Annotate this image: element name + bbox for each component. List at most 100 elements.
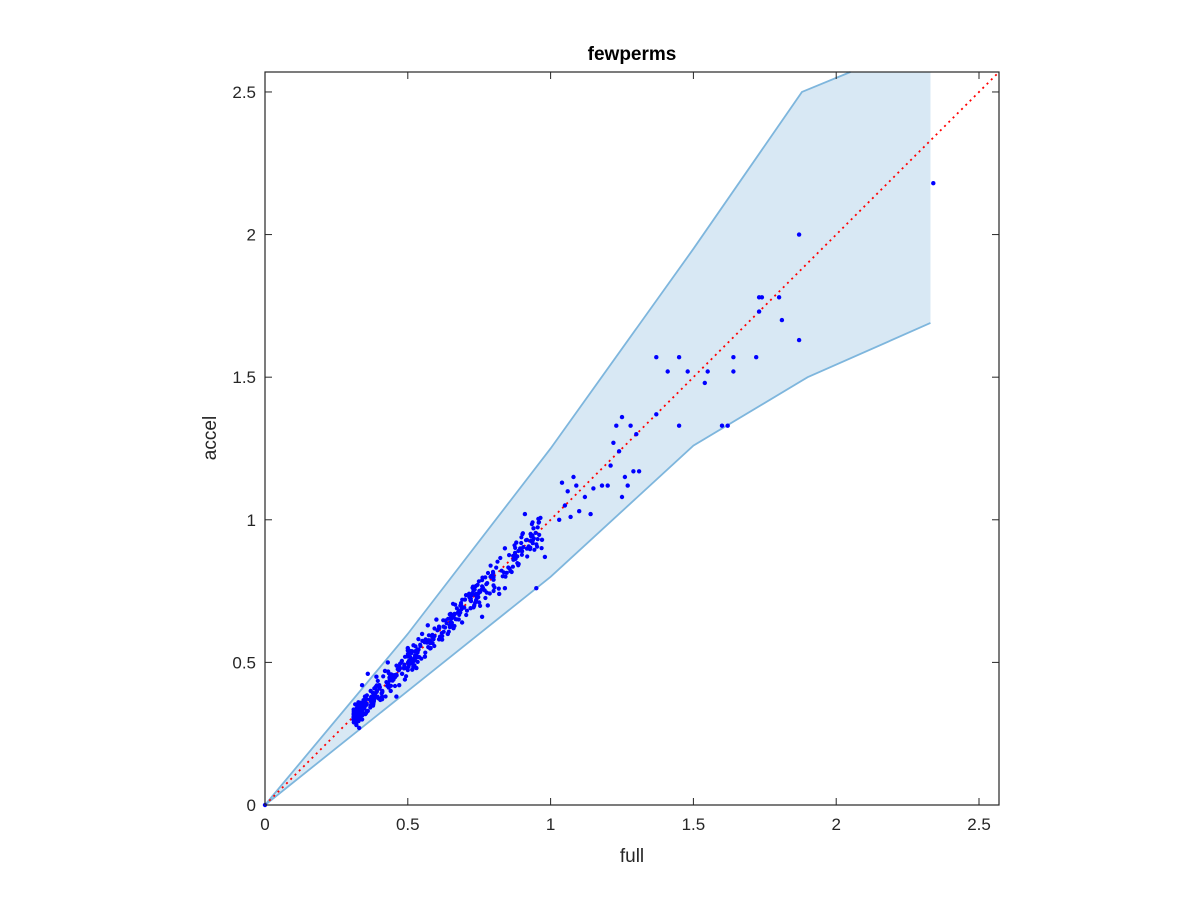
data-point xyxy=(368,688,373,694)
data-point xyxy=(731,355,736,360)
data-point xyxy=(530,538,536,543)
data-point xyxy=(502,586,508,591)
data-point xyxy=(565,489,570,494)
data-point xyxy=(381,674,386,679)
data-point xyxy=(525,554,530,559)
data-point xyxy=(528,531,533,537)
data-point xyxy=(611,440,616,445)
data-point xyxy=(536,520,541,525)
data-point xyxy=(382,668,388,674)
data-point xyxy=(359,683,365,688)
data-point xyxy=(457,612,462,618)
data-point xyxy=(508,568,513,574)
data-point xyxy=(427,638,432,643)
data-point xyxy=(605,483,610,488)
data-point xyxy=(562,503,568,508)
data-point xyxy=(619,414,625,420)
data-point xyxy=(521,545,526,550)
data-point xyxy=(614,423,619,428)
data-point xyxy=(404,674,409,679)
data-point xyxy=(522,511,528,517)
data-point xyxy=(453,602,458,607)
data-point xyxy=(503,574,508,579)
data-point xyxy=(365,708,370,714)
data-point xyxy=(379,694,385,699)
y-tick-label: 2 xyxy=(247,226,256,245)
data-point xyxy=(419,631,425,637)
data-point xyxy=(360,701,365,706)
data-point xyxy=(725,423,730,428)
data-point xyxy=(391,677,396,682)
data-point xyxy=(512,550,518,556)
data-point xyxy=(497,591,502,597)
data-point xyxy=(496,586,501,591)
data-point xyxy=(533,530,538,536)
data-point xyxy=(423,637,428,642)
data-point xyxy=(360,713,365,718)
data-point xyxy=(719,423,725,428)
data-point xyxy=(402,663,407,668)
data-point xyxy=(488,574,493,579)
data-point xyxy=(468,606,473,611)
data-point xyxy=(507,553,512,558)
data-point xyxy=(448,611,453,617)
data-point xyxy=(754,355,759,360)
data-point xyxy=(357,706,362,711)
y-tick-label: 1.5 xyxy=(232,368,256,387)
data-point xyxy=(616,449,622,454)
x-tick-label: 1 xyxy=(546,815,555,834)
data-point xyxy=(634,432,639,437)
data-point xyxy=(619,494,625,500)
data-point xyxy=(472,604,477,609)
data-point xyxy=(365,671,370,676)
data-point xyxy=(599,483,605,488)
data-point xyxy=(437,626,442,631)
data-point xyxy=(636,469,642,474)
data-point xyxy=(374,689,379,694)
data-point xyxy=(449,616,454,621)
data-point xyxy=(524,546,530,551)
y-tick-label: 0 xyxy=(247,796,256,815)
data-point xyxy=(362,694,368,699)
data-point xyxy=(402,677,408,682)
data-point xyxy=(357,703,362,708)
data-point xyxy=(384,680,389,685)
plot-area xyxy=(262,71,1000,808)
data-point xyxy=(557,517,562,522)
data-point xyxy=(577,509,582,514)
data-point xyxy=(377,686,382,691)
data-point xyxy=(524,537,530,542)
data-point xyxy=(448,620,453,625)
data-point xyxy=(432,626,437,631)
chart-title: fewperms xyxy=(588,44,677,65)
data-point xyxy=(469,599,474,604)
data-point xyxy=(477,600,482,605)
x-tick-label: 0.5 xyxy=(396,815,420,834)
x-tick-label: 0 xyxy=(260,815,269,834)
data-point xyxy=(377,683,382,688)
data-point xyxy=(539,537,545,542)
data-point xyxy=(351,717,356,722)
x-tick-label: 2 xyxy=(831,815,840,834)
data-point xyxy=(654,412,659,417)
data-point xyxy=(409,649,414,654)
data-point xyxy=(685,369,690,374)
data-point xyxy=(428,645,433,651)
data-point xyxy=(397,683,402,688)
data-point xyxy=(483,575,488,580)
data-point xyxy=(430,641,435,646)
data-point xyxy=(779,317,785,323)
data-point xyxy=(410,667,415,672)
data-point xyxy=(405,668,410,673)
data-point xyxy=(418,642,423,647)
data-point xyxy=(439,631,444,636)
data-point xyxy=(514,540,519,545)
data-point xyxy=(537,532,542,538)
data-point xyxy=(414,665,419,671)
data-point xyxy=(494,565,499,570)
data-point xyxy=(405,645,410,651)
data-point xyxy=(351,710,356,715)
data-point xyxy=(542,554,548,560)
data-point xyxy=(443,618,448,623)
